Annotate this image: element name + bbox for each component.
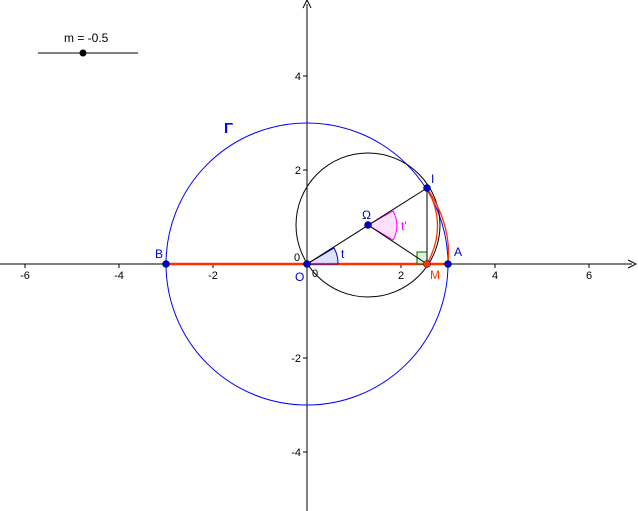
point-M[interactable] <box>423 260 431 268</box>
label-A: A <box>454 245 462 259</box>
point-I[interactable] <box>423 184 431 192</box>
x-tick-label: 6 <box>586 270 592 282</box>
x-tick-label: 4 <box>492 270 498 282</box>
label-O: O <box>295 270 304 284</box>
x-tick-label: 2 <box>398 270 404 282</box>
slider-label: m = -0.5 <box>64 31 109 45</box>
y-tick-label: 2 <box>295 165 301 177</box>
x-tick-label: -6 <box>20 270 30 282</box>
label-M: M <box>430 268 440 282</box>
angle-t-prime-label: t' <box>401 219 407 233</box>
angle-t <box>305 247 339 265</box>
x-tick-label: -4 <box>114 270 124 282</box>
gamma-label: Γ <box>224 120 233 137</box>
point-Omega[interactable] <box>364 221 372 229</box>
y-tick-label: -4 <box>291 447 301 459</box>
slider-handle[interactable] <box>79 49 87 57</box>
angle-t-prime <box>367 210 398 241</box>
label-Omega: Ω <box>362 208 371 222</box>
y-tick-label: 4 <box>295 71 301 83</box>
circle-omega[interactable] <box>295 152 441 298</box>
point-A[interactable] <box>444 260 452 268</box>
angle-t-label: t <box>341 247 345 261</box>
y-tick-label: -2 <box>291 353 301 365</box>
x-axis-arrow <box>627 259 638 269</box>
y-axis-arrow <box>302 0 312 9</box>
origin-y-label: 0 <box>294 252 300 264</box>
locus-arc[interactable] <box>426 187 439 265</box>
locus-arc-outer[interactable] <box>426 187 450 265</box>
segment-OmegaM[interactable] <box>367 224 428 265</box>
point-O[interactable] <box>303 260 311 268</box>
x-tick-label: -2 <box>208 270 218 282</box>
label-B: B <box>155 247 163 261</box>
label-I: I <box>431 172 434 186</box>
point-B[interactable] <box>162 260 170 268</box>
